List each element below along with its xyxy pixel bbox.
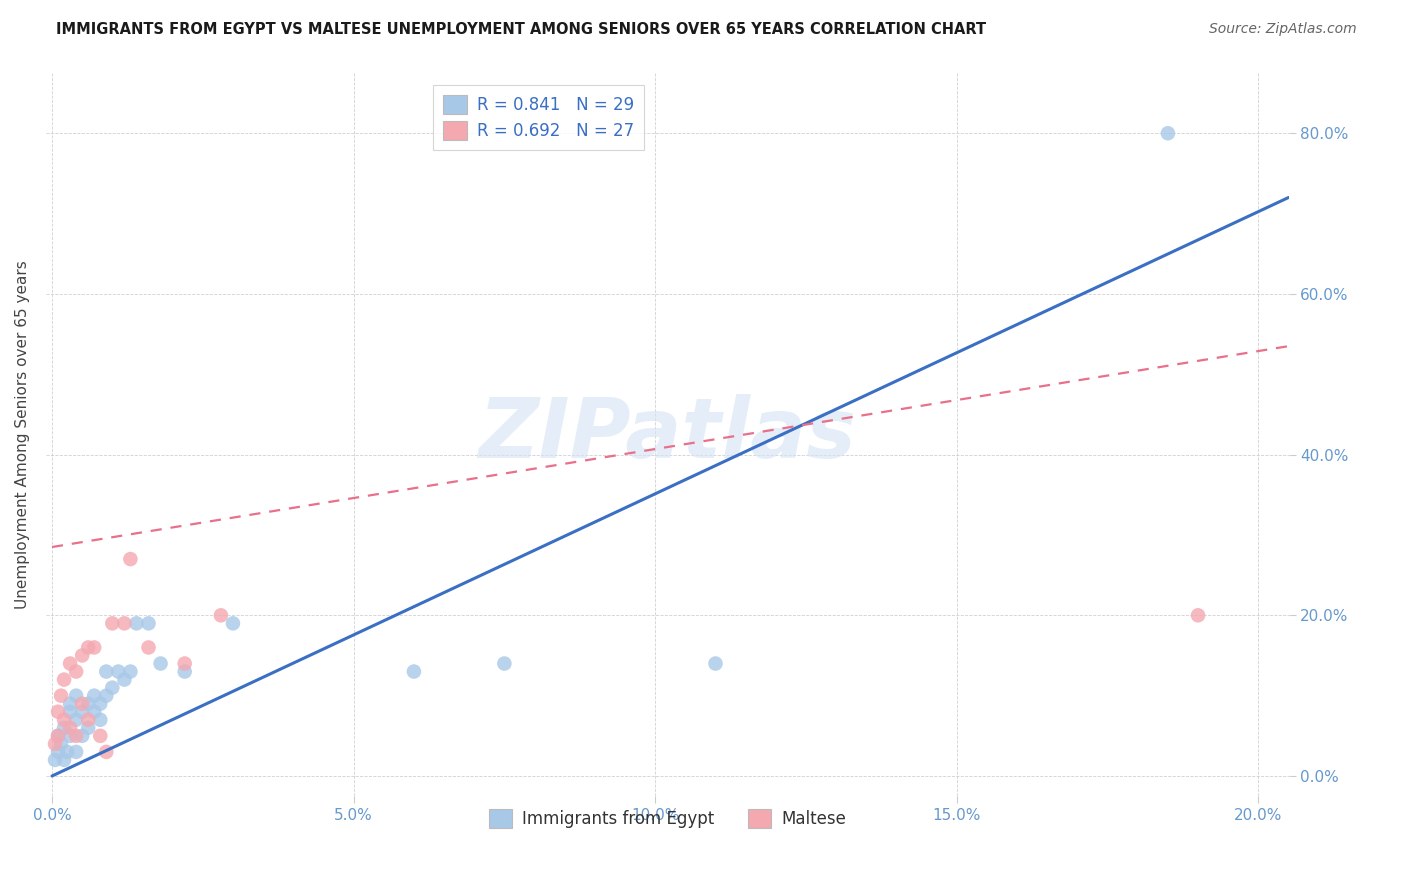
Point — [89, 729, 111, 743]
Text: ZIPatlas: ZIPatlas — [478, 394, 856, 475]
Point — [83, 705, 105, 719]
Point — [96, 665, 118, 679]
Point — [149, 657, 172, 671]
Point — [44, 753, 66, 767]
Point — [59, 729, 82, 743]
Y-axis label: Unemployment Among Seniors over 65 years: Unemployment Among Seniors over 65 years — [15, 260, 30, 609]
Point — [120, 665, 142, 679]
Point — [49, 689, 72, 703]
Point — [59, 721, 82, 735]
Point — [70, 648, 93, 663]
Point — [704, 657, 727, 671]
Point — [494, 657, 516, 671]
Point — [65, 665, 87, 679]
Point — [44, 737, 66, 751]
Point — [222, 616, 245, 631]
Point — [96, 689, 118, 703]
Point — [65, 713, 87, 727]
Point — [53, 673, 76, 687]
Point — [96, 745, 118, 759]
Point — [65, 745, 87, 759]
Point — [89, 697, 111, 711]
Point — [70, 705, 93, 719]
Point — [112, 673, 135, 687]
Point — [138, 640, 160, 655]
Point — [49, 737, 72, 751]
Point — [83, 689, 105, 703]
Point — [77, 713, 100, 727]
Point — [112, 616, 135, 631]
Point — [46, 729, 69, 743]
Point — [70, 697, 93, 711]
Point — [101, 616, 124, 631]
Point — [402, 665, 425, 679]
Point — [1157, 126, 1180, 140]
Point — [46, 705, 69, 719]
Point — [173, 657, 195, 671]
Point — [46, 729, 69, 743]
Legend: Immigrants from Egypt, Maltese: Immigrants from Egypt, Maltese — [482, 802, 852, 835]
Point — [65, 729, 87, 743]
Point — [59, 697, 82, 711]
Point — [89, 713, 111, 727]
Point — [138, 616, 160, 631]
Point — [83, 640, 105, 655]
Point — [65, 689, 87, 703]
Point — [173, 665, 195, 679]
Text: IMMIGRANTS FROM EGYPT VS MALTESE UNEMPLOYMENT AMONG SENIORS OVER 65 YEARS CORREL: IMMIGRANTS FROM EGYPT VS MALTESE UNEMPLO… — [56, 22, 987, 37]
Point — [77, 640, 100, 655]
Point — [1187, 608, 1209, 623]
Text: Source: ZipAtlas.com: Source: ZipAtlas.com — [1209, 22, 1357, 37]
Point — [70, 729, 93, 743]
Point — [120, 552, 142, 566]
Point — [46, 745, 69, 759]
Point — [59, 657, 82, 671]
Point — [53, 713, 76, 727]
Point — [59, 705, 82, 719]
Point — [53, 753, 76, 767]
Point — [125, 616, 148, 631]
Point — [77, 721, 100, 735]
Point — [209, 608, 232, 623]
Point — [56, 745, 79, 759]
Point — [77, 697, 100, 711]
Point — [107, 665, 129, 679]
Point — [53, 721, 76, 735]
Point — [101, 681, 124, 695]
